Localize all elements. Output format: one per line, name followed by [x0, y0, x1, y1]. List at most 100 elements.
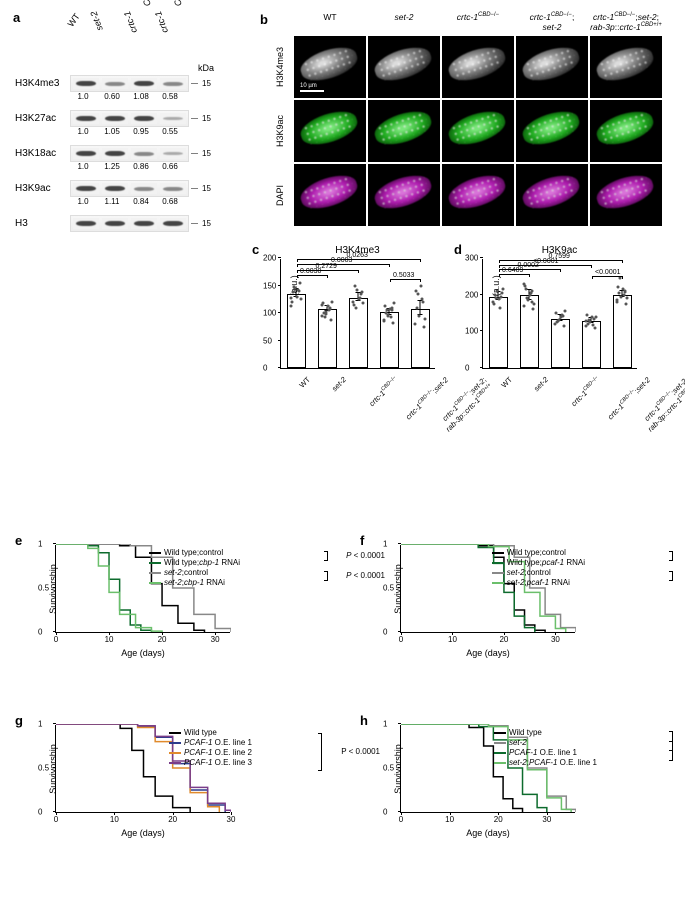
micro-image — [516, 164, 588, 226]
wb-antibody-name: H3 — [15, 218, 70, 229]
bc-dot — [290, 301, 293, 304]
surv-ytick: 0 — [38, 808, 42, 817]
bc-xlabel: crtc-1CBD−/− — [366, 375, 399, 408]
wb-band — [102, 78, 128, 89]
bc-ytick: 200 — [465, 290, 478, 299]
bc-dot — [554, 312, 557, 315]
bc-dot — [501, 291, 504, 294]
wb-size: 15 — [202, 149, 211, 158]
micro-image — [516, 100, 588, 162]
bc-dot — [356, 288, 359, 291]
survival-g: gSurvivorshipAge (days)00.510102030Wild … — [55, 725, 230, 813]
wb-row: H3—15 — [15, 215, 260, 232]
bc-dot — [559, 316, 562, 319]
wb-band — [160, 183, 186, 194]
bc-dot — [331, 301, 334, 304]
wb-values: 1.01.250.860.66 — [73, 162, 180, 171]
bc-dot — [393, 302, 396, 305]
bc-dot — [320, 314, 323, 317]
surv-xtick: 20 — [168, 815, 177, 824]
bc-plot: Fluorescence (a.u.)050100150200WTset-2cr… — [280, 259, 435, 369]
bc-dot — [529, 291, 532, 294]
bc-sigline — [499, 269, 561, 270]
barchart-d: dH3K9acFluorescence (a.u.)0100200300WTse… — [482, 245, 637, 369]
wb-size: 15 — [202, 114, 211, 123]
bc-dot — [293, 285, 296, 288]
wb-row: H3K27ac—151.01.050.950.55 — [15, 110, 260, 127]
bc-dot — [415, 306, 418, 309]
bc-bar — [551, 319, 570, 369]
bc-dot — [355, 306, 358, 309]
surv-ytick: 0 — [383, 628, 387, 637]
bc-dot — [420, 298, 423, 301]
bc-xlabel: WT — [297, 375, 312, 390]
bc-dot — [502, 288, 505, 291]
bc-sigline — [297, 275, 328, 276]
bc-dot — [295, 295, 298, 298]
bc-bar — [349, 298, 368, 368]
legend-item: PCAF-1 O.E. line 1 — [494, 748, 597, 757]
bc-dot — [563, 324, 566, 327]
bc-dot — [424, 317, 427, 320]
bc-ytick: 0 — [465, 364, 469, 373]
wb-antibody-name: H3K4me3 — [15, 78, 70, 89]
bc-dot — [423, 325, 426, 328]
surv-xlabel: Age (days) — [466, 828, 510, 838]
bc-pvalue: 0.0263 — [347, 252, 368, 259]
bc-dot — [532, 308, 535, 311]
surv-xtick: 30 — [551, 635, 560, 644]
wb-values: 1.00.601.080.58 — [73, 92, 180, 101]
bc-dot — [584, 320, 587, 323]
surv-xtick: 30 — [227, 815, 236, 824]
surv-xlabel: Age (days) — [121, 648, 165, 658]
legend-item: Wild type;control — [149, 548, 240, 557]
bc-plot: Fluorescence (a.u.)0100200300WTset-2crtc… — [482, 259, 637, 369]
micro-row-header: H3K4me3 — [268, 36, 292, 98]
wb-band — [160, 218, 186, 229]
surv-legend: Wild typePCAF-1 O.E. line 1PCAF-1 O.E. l… — [169, 727, 252, 768]
micro-col-header: crtc-1CBD−/− — [442, 10, 514, 34]
bc-dot — [361, 291, 364, 294]
bc-xlabel: set-2 — [531, 375, 549, 393]
barchart-c: cH3K4me3Fluorescence (a.u.)050100150200W… — [280, 245, 435, 369]
wb-genotype: crtc-1CBD−/−;set-2 — [159, 0, 188, 31]
surv-pvalue: P < 0.0001 — [346, 551, 385, 560]
bc-dot — [362, 302, 365, 305]
bc-dot — [595, 315, 598, 318]
bc-dot — [615, 301, 618, 304]
surv-xtick: 10 — [445, 815, 454, 824]
western-blot: WTset-2crtc-1CBD−/−crtc-1CBD−/−;set-2 kD… — [15, 75, 260, 232]
wb-band — [102, 148, 128, 159]
bc-dot — [324, 316, 327, 319]
surv-ytick: 1 — [38, 720, 42, 729]
bc-dot — [557, 320, 560, 323]
surv-ytick: 0.5 — [383, 764, 394, 773]
bc-dot — [392, 321, 395, 324]
bc-dot — [626, 297, 629, 300]
micro-image — [590, 36, 662, 98]
surv-xtick: 0 — [54, 635, 58, 644]
surv-ytick: 0.5 — [383, 584, 394, 593]
bc-sigline — [499, 260, 623, 261]
bc-xlabel: WT — [499, 375, 514, 390]
bc-dot — [389, 316, 392, 319]
wb-band — [131, 148, 157, 159]
micro-row-header: DAPI — [268, 164, 292, 226]
wb-size: 15 — [202, 219, 211, 228]
wb-band — [73, 183, 99, 194]
surv-ytick: 0 — [383, 808, 387, 817]
bc-dot — [418, 314, 421, 317]
bc-dot — [299, 281, 302, 284]
surv-pvalue: P < 0.0001 — [346, 571, 385, 580]
surv-xtick: 0 — [399, 815, 403, 824]
bc-dot — [616, 286, 619, 289]
surv-ytick: 1 — [383, 720, 387, 729]
surv-xtick: 30 — [211, 635, 220, 644]
legend-item: Wild type — [169, 728, 252, 737]
bc-pvalue: <0.0001 — [595, 269, 621, 276]
bc-dot — [358, 296, 361, 299]
micro-image — [442, 36, 514, 98]
surv-ytick: 0.5 — [38, 764, 49, 773]
bc-sigline — [499, 274, 530, 275]
bc-ytick: 300 — [465, 254, 478, 263]
